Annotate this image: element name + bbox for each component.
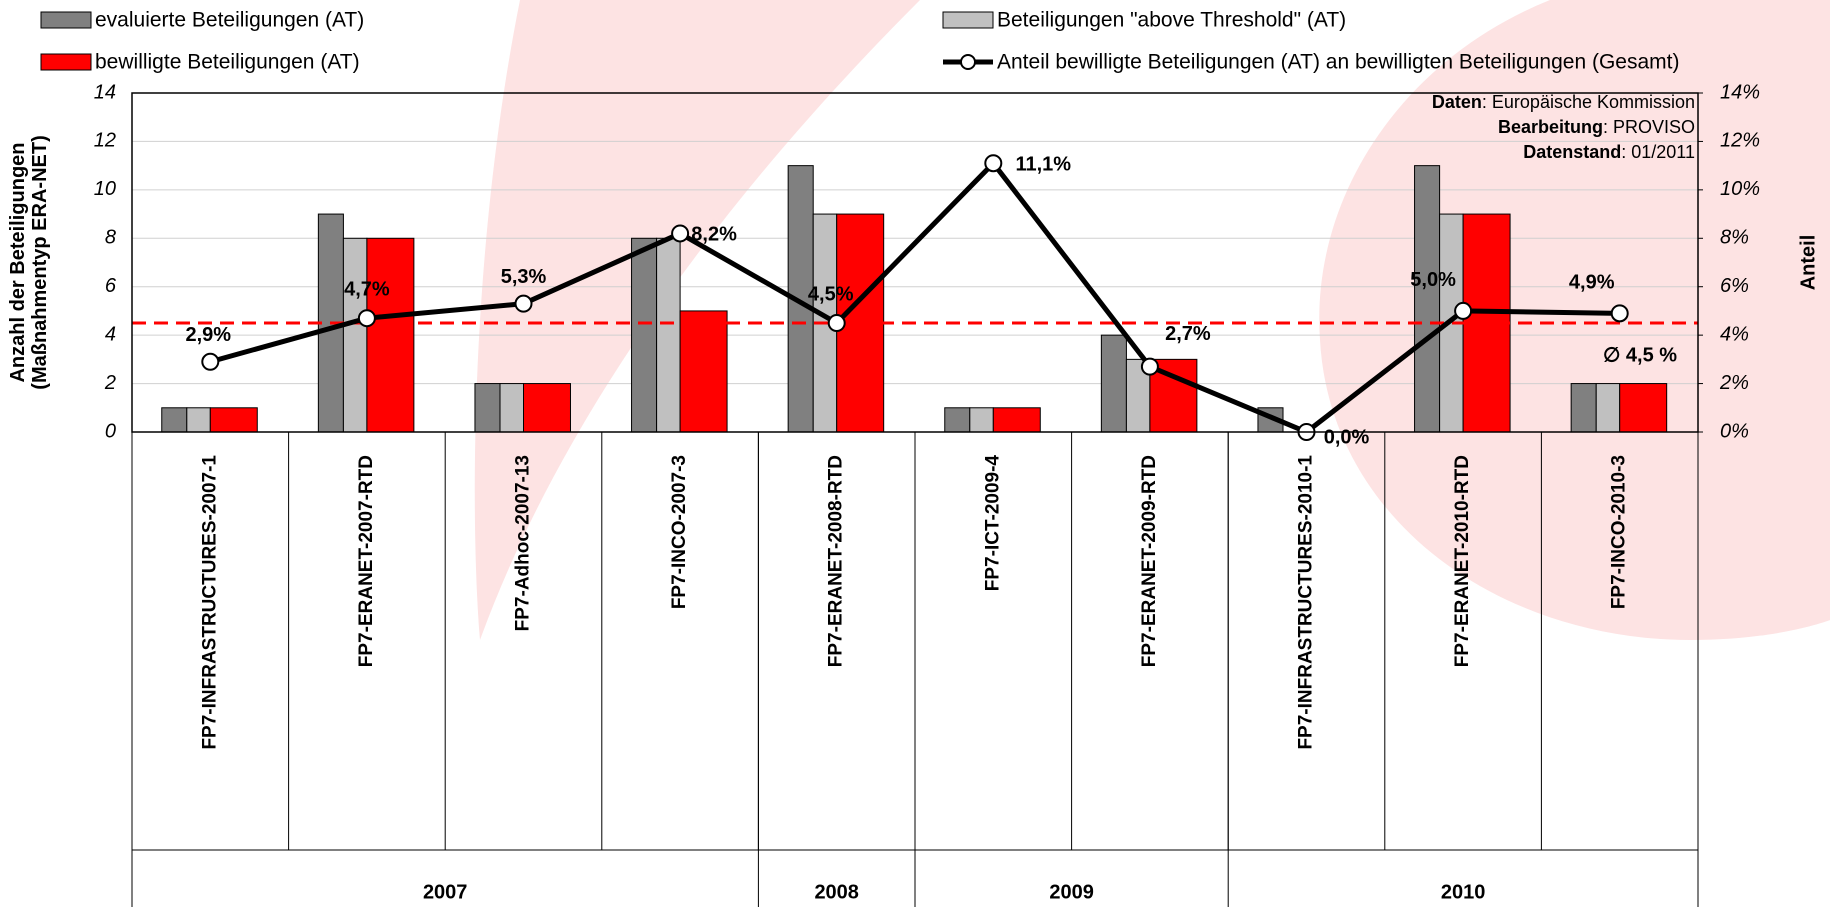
- bar: [1100, 334, 1127, 433]
- x-tick-label: FP7-Adhoc-2007-13: [513, 455, 534, 631]
- annotation-key: Bearbeitung: [1498, 117, 1603, 137]
- y-axis-title-line: (Maßnahmentyp ERA-NET): [29, 135, 51, 389]
- group-label: 2009: [1049, 881, 1094, 903]
- data-label: 4,9%: [1569, 272, 1615, 294]
- legend-label: Beteiligungen "above Threshold" (AT): [997, 9, 1346, 32]
- y-tick-label: 14: [94, 81, 116, 103]
- bar: [366, 237, 415, 433]
- y-axis-title-line: Anzahl der Beteiligungen: [7, 142, 29, 382]
- annotation: Datenstand: 01/2011: [1523, 142, 1695, 162]
- data-label: 4,5%: [808, 283, 854, 305]
- legend-label: evaluierte Beteiligungen (AT): [95, 9, 364, 32]
- annotation-key: Daten: [1432, 92, 1482, 112]
- bar: [523, 383, 571, 433]
- data-label: 8,2%: [691, 224, 737, 246]
- bar: [944, 407, 971, 433]
- y-tick-label: 10: [94, 178, 116, 200]
- bar: [186, 407, 211, 433]
- line-marker: [827, 314, 846, 333]
- y-axis-title: Anzahl der Beteiligungen(Maßnahmentyp ER…: [7, 135, 51, 389]
- data-label: 4,7%: [344, 278, 390, 300]
- line-series: [209, 159, 1620, 435]
- background-swirl: [474, 0, 1830, 640]
- legend-swatch: [40, 53, 92, 71]
- data-label: 2,9%: [186, 324, 232, 346]
- x-tick-label: FP7-ERANET-2009-RTD: [1139, 455, 1160, 667]
- data-label: 11,1%: [1015, 154, 1071, 176]
- y-tick-label: 8: [105, 227, 116, 249]
- data-label: 5,3%: [501, 266, 547, 288]
- line-marker: [514, 294, 533, 313]
- y2-axis-title: Anteil: [1797, 235, 1819, 291]
- annotation: Daten: Europäische Kommission: [1432, 92, 1695, 112]
- annotation-text: : PROVISO: [1603, 117, 1695, 137]
- x-tick-label: FP7-ICT-2009-4: [982, 455, 1003, 592]
- x-tick-label: FP7-ERANET-2010-RTD: [1452, 455, 1473, 667]
- annotation-key: Datenstand: [1523, 142, 1621, 162]
- bar: [1570, 383, 1597, 433]
- y-tick-label: 0: [105, 420, 116, 442]
- y2-tick-label: 0%: [1720, 420, 1749, 442]
- bar: [161, 407, 188, 433]
- line-marker: [1140, 357, 1159, 376]
- y2-tick-label: 8%: [1720, 227, 1749, 249]
- legend-swatch: [942, 11, 994, 29]
- annotation-text: : Europäische Kommission: [1482, 92, 1695, 112]
- bar: [209, 407, 258, 433]
- group-label: 2008: [814, 881, 859, 903]
- x-tick-label: FP7-ERANET-2007-RTD: [356, 455, 377, 667]
- x-tick-label: FP7-INCO-2007-3: [669, 455, 690, 609]
- line-marker: [984, 154, 1003, 173]
- y2-tick-label: 14%: [1720, 81, 1760, 103]
- y-tick-label: 12: [94, 130, 116, 152]
- bar: [499, 383, 525, 433]
- bar: [342, 237, 368, 433]
- y2-tick-label: 10%: [1720, 178, 1760, 200]
- y-tick-label: 6: [105, 275, 117, 297]
- bar: [1414, 165, 1441, 433]
- bar: [679, 310, 728, 433]
- average-label: ∅ 4,5 %: [1603, 344, 1677, 366]
- x-tick-label: FP7-INCO-2010-3: [1609, 455, 1630, 609]
- line-marker: [1610, 304, 1629, 323]
- annotation-text: : 01/2011: [1621, 142, 1695, 162]
- y2-tick-label: 4%: [1720, 323, 1749, 345]
- y-tick-label: 2: [104, 372, 116, 394]
- data-label: 2,7%: [1165, 323, 1211, 345]
- bar: [1619, 383, 1668, 433]
- legend-swatch: [40, 11, 92, 29]
- y2-tick-label: 12%: [1720, 130, 1760, 152]
- legend-label: bewilligte Beteiligungen (AT): [95, 51, 360, 74]
- x-tick-label: FP7-INFRASTRUCTURES-2010-1: [1296, 455, 1317, 750]
- bar: [631, 237, 658, 433]
- bar: [969, 407, 994, 433]
- bar: [992, 407, 1041, 433]
- group-label: 2010: [1441, 881, 1486, 903]
- bar: [656, 237, 681, 433]
- line-marker: [671, 224, 690, 243]
- bar: [1595, 383, 1621, 433]
- y-tick-label: 4: [105, 323, 116, 345]
- x-tick-label: FP7-ERANET-2008-RTD: [826, 455, 847, 667]
- data-label: 5,0%: [1410, 269, 1456, 291]
- x-tick-label: FP7-INFRASTRUCTURES-2007-1: [199, 455, 220, 750]
- line-marker: [1454, 301, 1473, 320]
- line-marker: [357, 309, 376, 328]
- legend-marker: [960, 54, 976, 70]
- y2-tick-label: 2%: [1719, 372, 1749, 394]
- group-label: 2007: [423, 881, 468, 903]
- data-label: 0,0%: [1324, 426, 1370, 448]
- legend-label: Anteil bewilligte Beteiligungen (AT) an …: [997, 51, 1679, 74]
- annotation: Bearbeitung: PROVISO: [1498, 117, 1695, 137]
- y2-tick-label: 6%: [1720, 275, 1749, 297]
- bar: [474, 383, 501, 433]
- line-marker: [201, 352, 220, 371]
